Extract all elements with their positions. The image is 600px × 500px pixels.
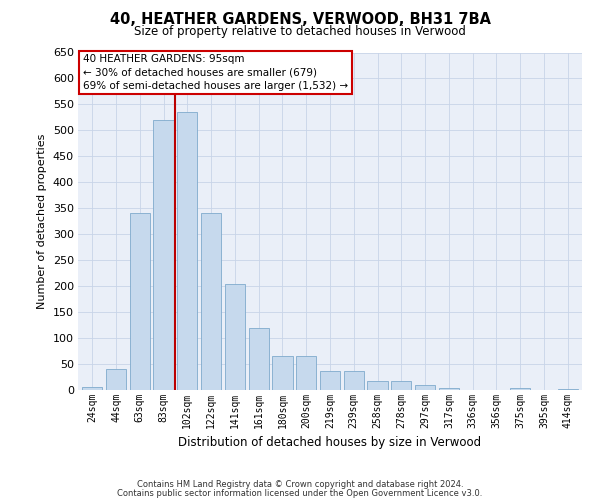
Bar [225, 284, 245, 390]
Bar [272, 356, 293, 390]
Text: Contains HM Land Registry data © Crown copyright and database right 2024.: Contains HM Land Registry data © Crown c… [137, 480, 463, 489]
X-axis label: Distribution of detached houses by size in Verwood: Distribution of detached houses by size … [178, 436, 482, 450]
Bar [177, 112, 197, 390]
Bar [439, 388, 459, 390]
Bar [391, 380, 412, 390]
Text: 40 HEATHER GARDENS: 95sqm
← 30% of detached houses are smaller (679)
69% of semi: 40 HEATHER GARDENS: 95sqm ← 30% of detac… [83, 54, 348, 90]
Bar [130, 214, 150, 390]
Bar [344, 371, 364, 390]
Text: 40, HEATHER GARDENS, VERWOOD, BH31 7BA: 40, HEATHER GARDENS, VERWOOD, BH31 7BA [110, 12, 491, 28]
Y-axis label: Number of detached properties: Number of detached properties [37, 134, 47, 309]
Bar [82, 388, 103, 390]
Bar [510, 388, 530, 390]
Bar [320, 371, 340, 390]
Bar [296, 356, 316, 390]
Text: Size of property relative to detached houses in Verwood: Size of property relative to detached ho… [134, 25, 466, 38]
Bar [106, 369, 126, 390]
Bar [248, 328, 269, 390]
Bar [201, 214, 221, 390]
Bar [415, 385, 435, 390]
Text: Contains public sector information licensed under the Open Government Licence v3: Contains public sector information licen… [118, 488, 482, 498]
Bar [154, 120, 173, 390]
Bar [367, 380, 388, 390]
Bar [557, 389, 578, 390]
